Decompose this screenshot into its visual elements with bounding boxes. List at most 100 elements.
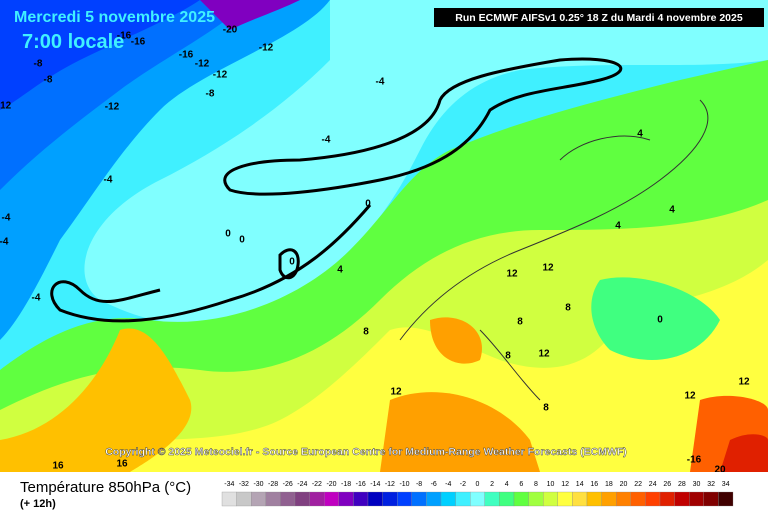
legend-label: -2 — [460, 481, 466, 488]
legend-label: -28 — [268, 481, 278, 488]
contour-label: -4 — [376, 77, 385, 88]
legend-label: -18 — [341, 481, 351, 488]
contour-label: -4 — [2, 213, 11, 224]
contour-label: 8 — [565, 303, 571, 314]
legend-swatch — [309, 491, 325, 507]
legend-swatch — [659, 491, 675, 507]
contour-label: 12 — [390, 387, 402, 398]
contour-label: -4 — [0, 237, 9, 248]
contour-label: -16 — [179, 50, 194, 61]
contour-label: -8 — [44, 75, 53, 86]
legend-swatch — [484, 491, 500, 507]
legend-swatch — [338, 491, 354, 507]
contour-label: 20 — [714, 465, 726, 476]
contour-label: -20 — [223, 25, 238, 36]
legend-swatch — [586, 491, 602, 507]
contour-label: 12 — [542, 263, 554, 274]
legend-swatch — [236, 491, 252, 507]
legend-swatch — [280, 491, 296, 507]
color-legend: -34 -32 -30 -28 -26 -24 -22 -20 -18 -16 -14 -12 -10-… — [221, 481, 734, 507]
legend-label: 2 — [490, 481, 494, 488]
contour-label: 12 — [538, 349, 550, 360]
legend-swatch — [294, 491, 310, 507]
contour-label: -16 — [117, 31, 132, 42]
contour-label: 12 — [684, 391, 696, 402]
legend-label: -12 — [385, 481, 395, 488]
zero-contour — [223, 57, 623, 196]
legend-swatch — [397, 491, 412, 507]
legend-label: 22 — [634, 481, 642, 488]
cold-area — [0, 0, 200, 110]
legend-swatch — [455, 491, 471, 507]
legend-swatch — [470, 491, 485, 507]
legend-label: -10 — [399, 481, 409, 488]
legend-label: -26 — [283, 481, 293, 488]
copyright: Copyright © 2025 Meteociel.fr - Source E… — [105, 446, 627, 458]
contour-label: 0 — [365, 199, 371, 210]
contour-label: 8 — [543, 403, 549, 414]
contour-label: -12 — [195, 59, 210, 70]
legend-label: 20 — [620, 481, 628, 488]
legend-label: 4 — [505, 481, 509, 488]
contour-label: 8 — [517, 317, 523, 328]
legend-swatch — [645, 491, 661, 507]
run-info: Run ECMWF AIFSv1 0.25° 18 Z du Mardi 4 n… — [455, 12, 743, 24]
legend-swatch — [528, 491, 544, 507]
contour-label: -16 — [131, 37, 146, 48]
contour-label: -8 — [34, 59, 43, 70]
contour-label: -8 — [206, 89, 215, 100]
legend-swatch — [718, 491, 734, 507]
contour-label: 12 — [506, 269, 518, 280]
mild-area — [84, 0, 768, 324]
contour-label: 4 — [637, 129, 643, 140]
legend-label: 12 — [561, 481, 569, 488]
contour-label: 0 — [657, 315, 663, 326]
legend-label: -24 — [297, 481, 307, 488]
legend-label: 0 — [476, 481, 480, 488]
warm-area — [0, 328, 192, 472]
legend-swatch — [543, 491, 558, 507]
legend-swatch — [557, 491, 573, 507]
legend-swatch — [572, 491, 588, 507]
contour-label: 0 — [225, 229, 231, 240]
contour-label: -16 — [687, 455, 702, 466]
zero-contour — [50, 204, 372, 323]
contour-label: -12 — [259, 43, 274, 54]
legend-swatch — [367, 491, 383, 507]
legend-label: -34 — [224, 481, 234, 488]
run-box — [434, 8, 764, 27]
contour-label: -4 — [32, 293, 41, 304]
lead-time: (+ 12h) — [20, 498, 56, 510]
legend-label: 16 — [590, 481, 598, 488]
legend-label: -14 — [370, 481, 380, 488]
contour-label: -4 — [104, 175, 113, 186]
contour-label: 0 — [239, 235, 245, 246]
legend-swatch — [382, 491, 398, 507]
legend-label: 30 — [693, 481, 701, 488]
parameter: Température 850hPa (°C) — [20, 479, 191, 496]
cool-pocket — [591, 277, 720, 360]
contour-label: 16 — [52, 461, 64, 472]
coastline — [399, 99, 709, 401]
map-title: Mercredi 5 novembre 2025 — [14, 9, 215, 26]
legend-label: 18 — [605, 481, 613, 488]
legend-swatch — [324, 491, 339, 507]
legend-label: -4 — [445, 481, 451, 488]
legend-label: 10 — [547, 481, 555, 488]
contour-label: 8 — [505, 351, 511, 362]
legend-swatch — [353, 491, 369, 507]
legend-label: -30 — [253, 481, 263, 488]
legend-label: 6 — [519, 481, 523, 488]
legend-swatch — [265, 491, 281, 507]
contour-label: -12 — [0, 101, 12, 112]
legend-label: 34 — [722, 481, 730, 488]
legend-label: -20 — [326, 481, 336, 488]
contour-label: -4 — [322, 135, 331, 146]
contour-label: 8 — [363, 327, 369, 338]
contour-label: 16 — [116, 459, 128, 470]
legend-label: 28 — [678, 481, 686, 488]
legend-label: 24 — [649, 481, 657, 488]
contour-label: -12 — [105, 102, 120, 113]
legend-label: -8 — [416, 481, 422, 488]
